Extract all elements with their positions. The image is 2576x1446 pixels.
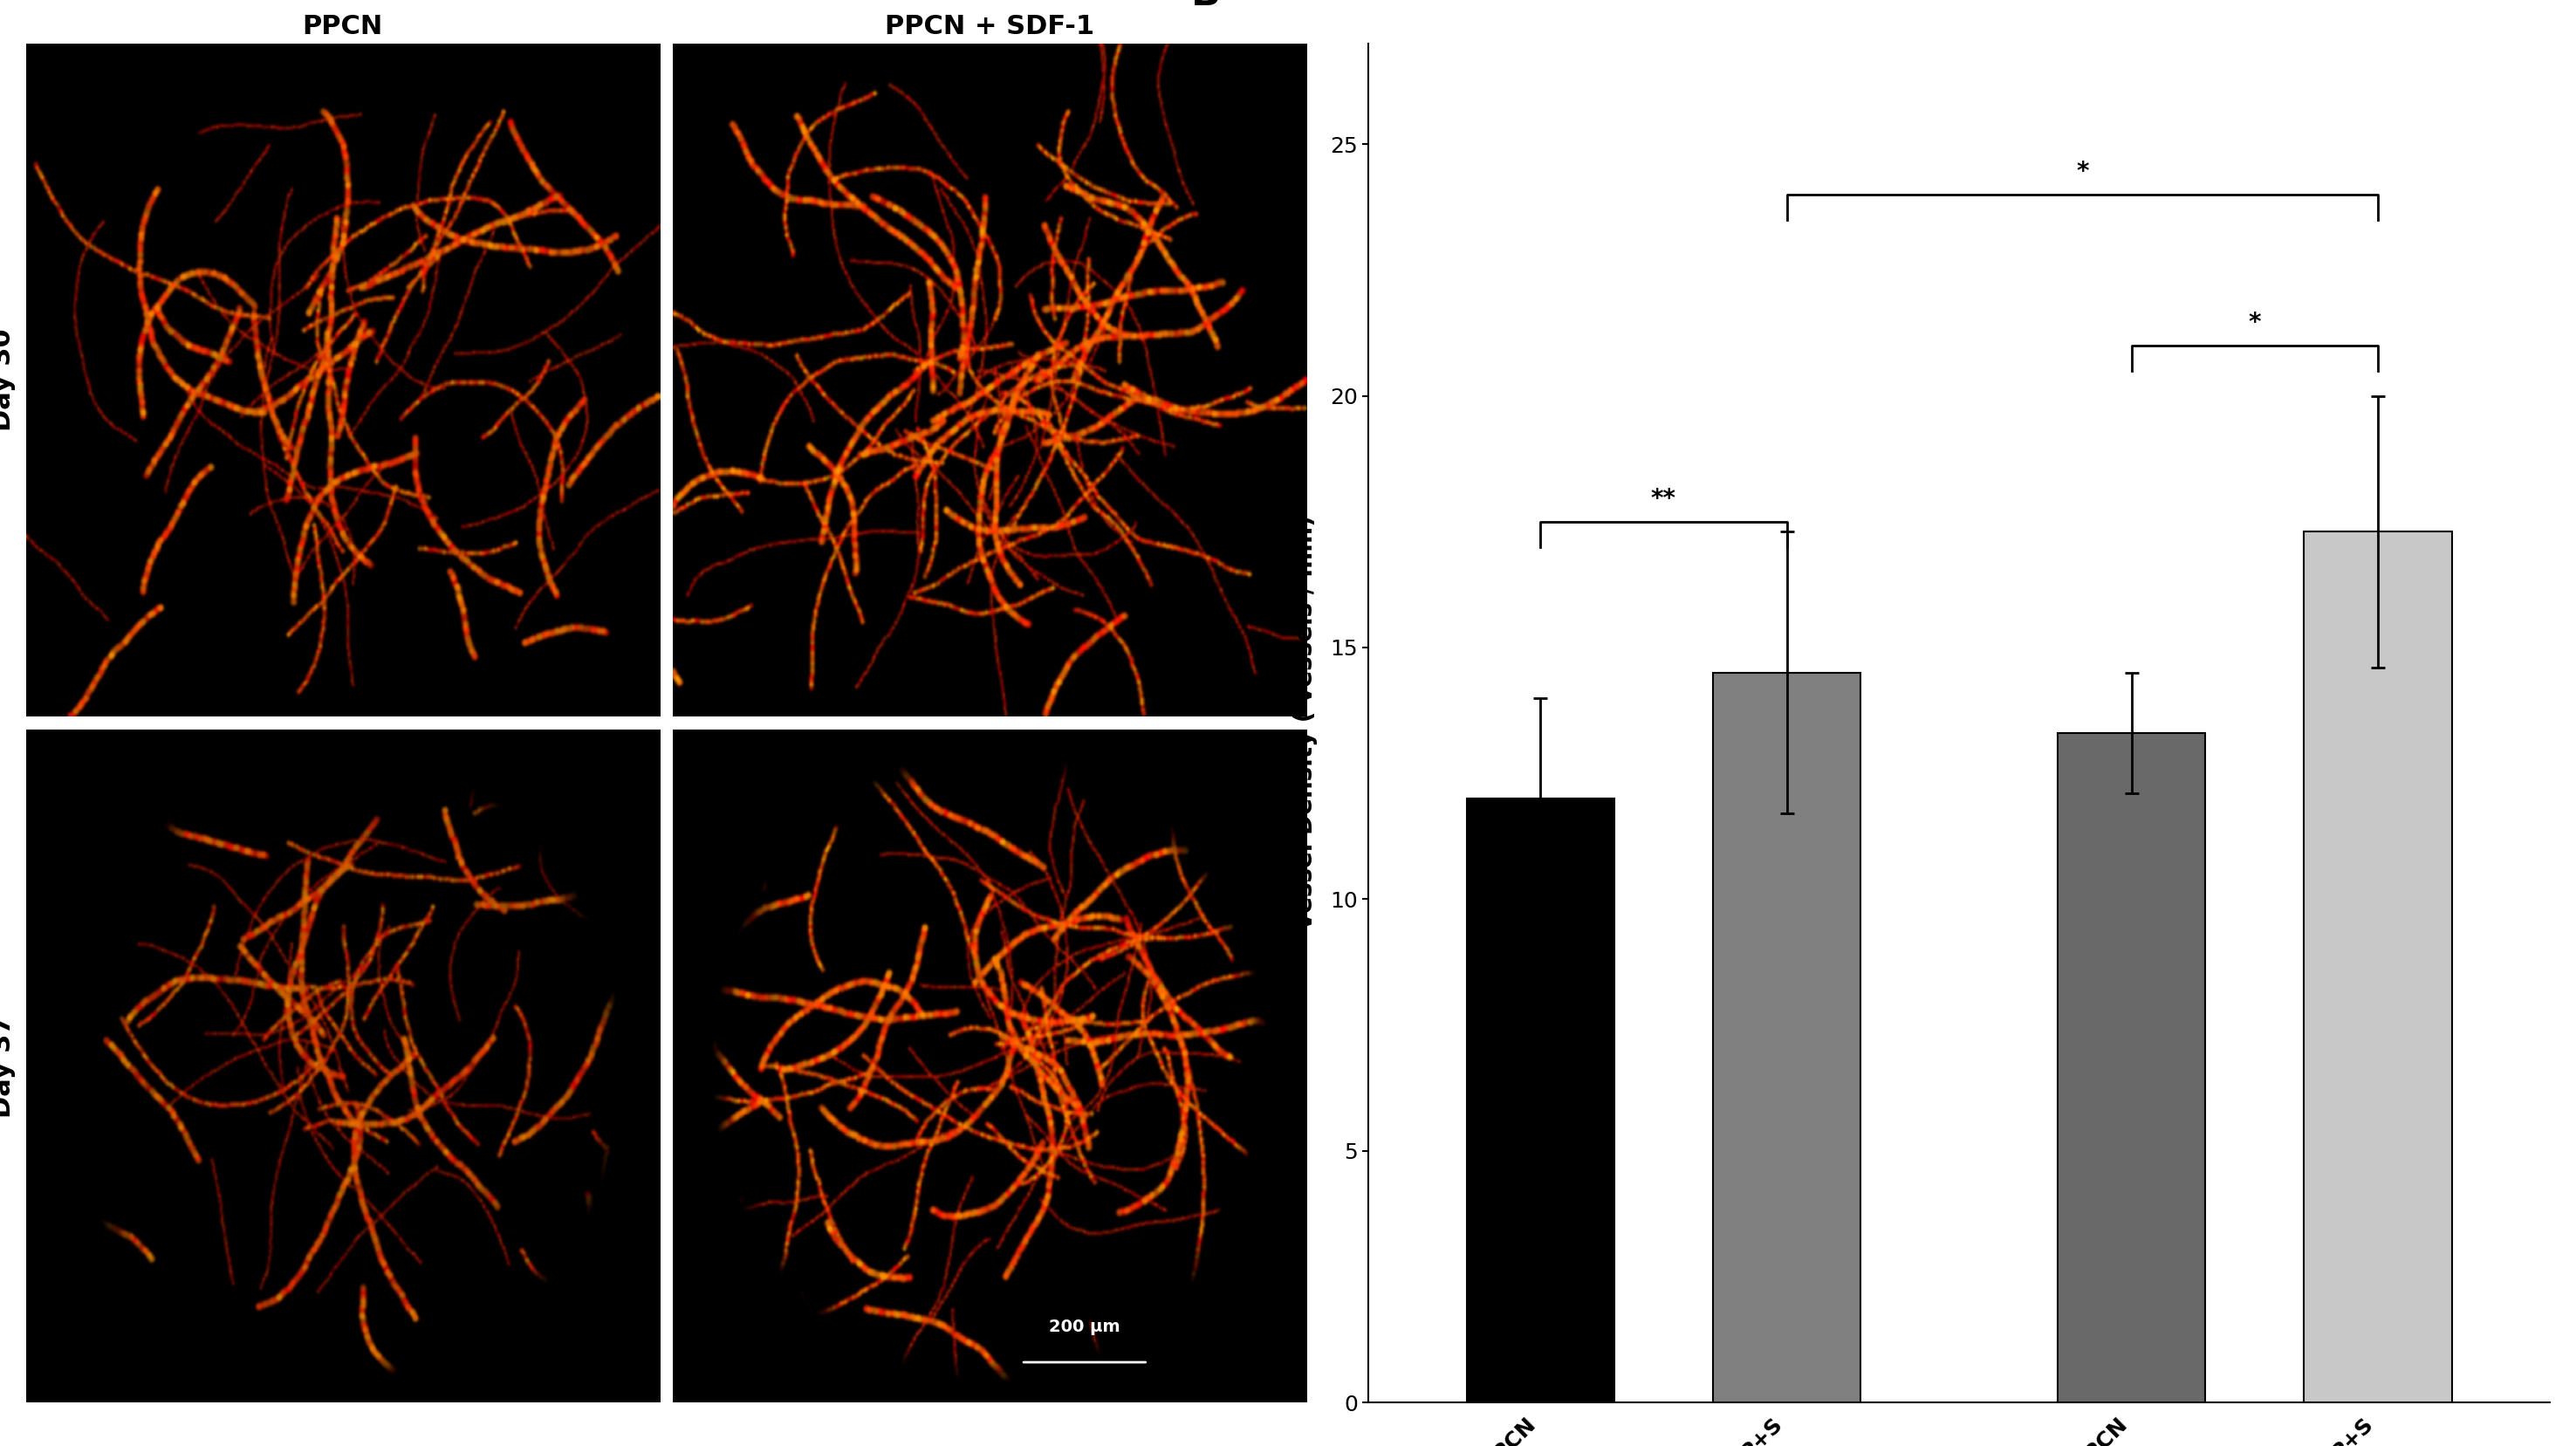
Text: B: B	[1190, 0, 1221, 13]
Text: *: *	[2076, 161, 2089, 184]
Text: A: A	[26, 43, 57, 81]
Y-axis label: Vessel Density ( vessels / mm): Vessel Density ( vessels / mm)	[1293, 515, 1319, 931]
Bar	[2303, 532, 2452, 1403]
Bar	[1466, 798, 1615, 1403]
Bar	[1713, 672, 1860, 1403]
Title: PPCN + SDF-1: PPCN + SDF-1	[884, 13, 1095, 39]
Y-axis label: Day 30: Day 30	[0, 328, 15, 431]
Text: 200 μm: 200 μm	[1048, 1319, 1121, 1335]
Text: **: **	[1651, 487, 1677, 512]
Bar	[2058, 733, 2205, 1403]
Title: PPCN: PPCN	[301, 13, 384, 39]
Y-axis label: Day 37: Day 37	[0, 1015, 15, 1118]
Text: *: *	[2249, 311, 2262, 335]
